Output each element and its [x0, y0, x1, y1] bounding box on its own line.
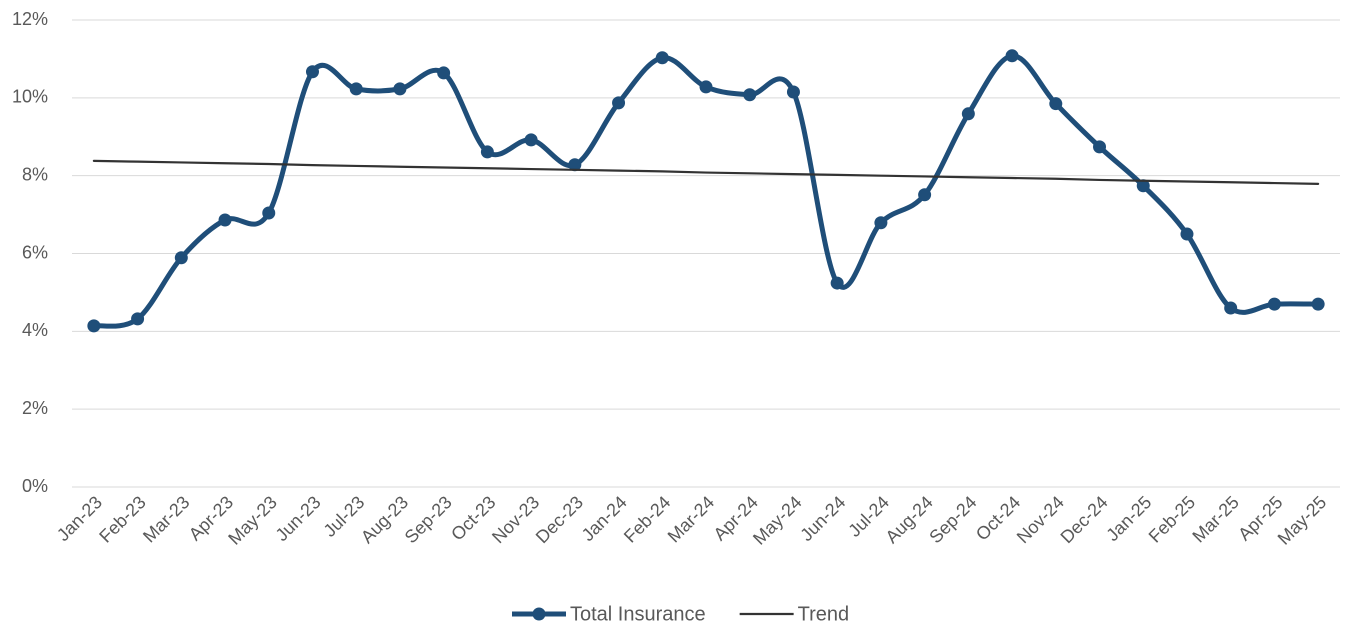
x-tick-label: Jan-23 — [53, 492, 106, 545]
x-tick-label: Feb-25 — [1145, 492, 1199, 546]
data-point — [699, 80, 713, 94]
x-tick-label: Dec-24 — [1057, 492, 1112, 547]
data-point — [1093, 140, 1107, 154]
data-point — [262, 206, 276, 220]
data-point — [87, 319, 101, 333]
data-point — [918, 188, 932, 202]
data-point — [961, 107, 975, 121]
y-tick-label: 2% — [22, 398, 48, 418]
x-tick-label: Mar-23 — [139, 492, 193, 546]
x-tick-label: Dec-23 — [532, 492, 587, 547]
y-tick-label: 4% — [22, 320, 48, 340]
x-tick-label: Aug-23 — [357, 492, 412, 547]
x-tick-label: Nov-24 — [1013, 492, 1068, 547]
x-tick-label: Nov-23 — [488, 492, 543, 547]
series-line — [91, 53, 1321, 329]
data-point — [1005, 49, 1019, 63]
data-point — [786, 85, 800, 99]
data-point — [480, 145, 494, 159]
data-point — [1180, 227, 1194, 241]
x-tick-label: May-23 — [224, 492, 281, 549]
data-point — [305, 65, 319, 79]
series-line — [92, 159, 1320, 185]
data-point — [1049, 97, 1063, 111]
data-point — [1224, 301, 1238, 315]
legend-label: Trend — [798, 603, 850, 625]
y-tick-label: 10% — [12, 87, 48, 107]
legend-item: Total Insurance — [512, 603, 706, 625]
data-point — [830, 276, 844, 290]
data-point — [568, 158, 582, 172]
x-tick-label: May-24 — [749, 492, 806, 549]
x-tick-label: Sep-24 — [925, 492, 980, 547]
data-point — [1267, 297, 1281, 311]
data-point — [1136, 179, 1150, 193]
x-tick-label: May-25 — [1274, 492, 1331, 549]
data-point — [524, 133, 538, 147]
data-point — [437, 66, 451, 80]
y-tick-label: 0% — [22, 476, 48, 496]
data-point — [874, 216, 888, 230]
y-tick-label: 8% — [22, 164, 48, 184]
data-point — [174, 251, 188, 265]
data-point — [218, 213, 232, 227]
x-tick-label: Mar-25 — [1188, 492, 1242, 546]
data-point — [655, 51, 669, 65]
x-tick-label: Jun-24 — [796, 492, 849, 545]
x-tick-label: Jan-25 — [1102, 492, 1155, 545]
data-point — [349, 82, 363, 96]
legend-item: Trend — [739, 603, 850, 625]
x-tick-label: Feb-24 — [620, 492, 674, 546]
x-tick-label: Mar-24 — [664, 492, 718, 546]
y-tick-label: 6% — [22, 242, 48, 262]
x-tick-label: Feb-23 — [95, 492, 149, 546]
data-point — [1311, 297, 1325, 311]
x-tick-label: Jun-23 — [272, 492, 325, 545]
data-point — [393, 82, 407, 96]
x-tick-label: Jan-24 — [578, 492, 631, 545]
legend-marker — [532, 607, 546, 621]
data-point — [612, 96, 626, 110]
data-point — [743, 88, 757, 102]
data-point — [131, 312, 145, 326]
x-tick-label: Aug-24 — [882, 492, 937, 547]
y-tick-label: 12% — [12, 9, 48, 29]
legend-label: Total Insurance — [570, 603, 706, 625]
x-tick-label: Sep-23 — [401, 492, 456, 547]
